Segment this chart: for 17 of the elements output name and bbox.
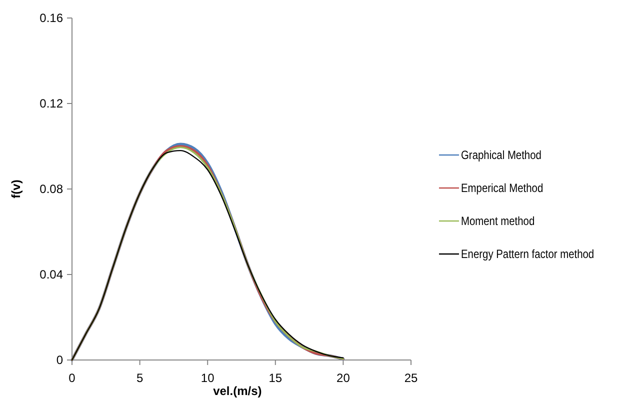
y-tick-label: 0.12 [40, 96, 64, 111]
x-tick-label: 5 [136, 371, 144, 385]
y-axis-title: f(v) [9, 180, 23, 198]
x-axis-title: vel.(m/s) [213, 384, 262, 398]
x-tick-label: 25 [404, 371, 418, 385]
y-tick-label: 0.16 [40, 11, 64, 26]
legend-label: Graphical Method [461, 150, 542, 162]
legend-label: Energy Pattern factor method [461, 248, 594, 262]
x-tick-label: 15 [268, 371, 282, 385]
y-tick-label: 0.08 [40, 182, 64, 196]
x-tick-label: 20 [336, 371, 350, 385]
y-tick-label: 0 [56, 353, 64, 368]
legend-label: Emperical Method [461, 182, 544, 196]
y-tick-label: 0.04 [40, 268, 64, 282]
x-tick-label: 10 [200, 371, 215, 385]
x-tick-label: 0 [68, 371, 76, 385]
legend-label: Moment method [461, 216, 535, 228]
